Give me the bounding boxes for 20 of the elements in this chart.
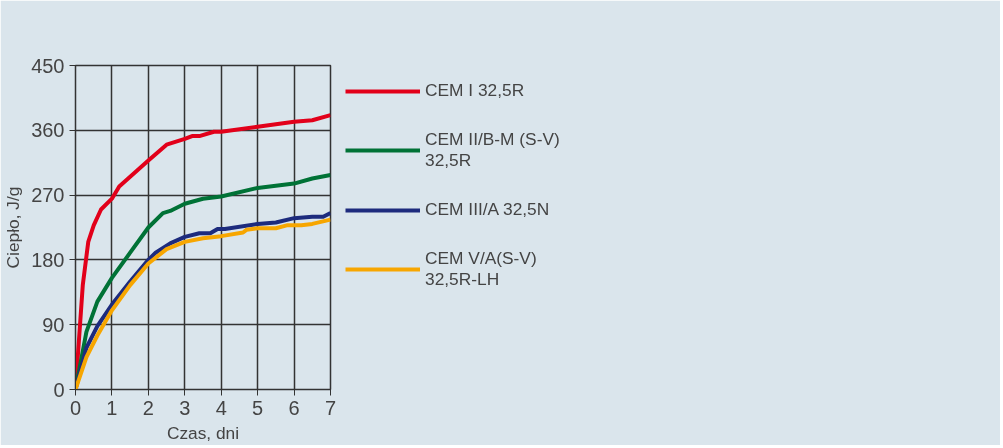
legend-label: CEM II/B-M (S-V) 32,5R [425,129,560,171]
x-tick-label: 2 [142,396,154,419]
y-tick-label: 0 [53,378,65,401]
x-tick-label: 1 [106,396,118,419]
y-tick-label: 90 [42,313,65,336]
x-tick-label: 7 [324,396,337,419]
legend-label: CEM V/A(S-V) 32,5R-LH [425,248,537,290]
x-axis-title: Czas, dni [166,422,240,443]
y-tick-label: 450 [31,54,65,77]
y-tick-label: 180 [31,248,65,271]
y-axis-title: Ciepło, J/g [3,186,24,269]
x-tick-label: 0 [69,396,82,419]
x-tick-label: 3 [179,396,191,419]
x-tick-label: 6 [288,396,300,419]
y-tick-label: 360 [31,119,65,142]
x-tick-label: 5 [252,396,264,419]
legend-label: CEM III/A 32,5N [425,199,550,220]
legend-label: CEM I 32,5R [425,80,525,101]
x-tick-label: 4 [215,396,227,419]
y-tick-label: 270 [31,184,65,207]
